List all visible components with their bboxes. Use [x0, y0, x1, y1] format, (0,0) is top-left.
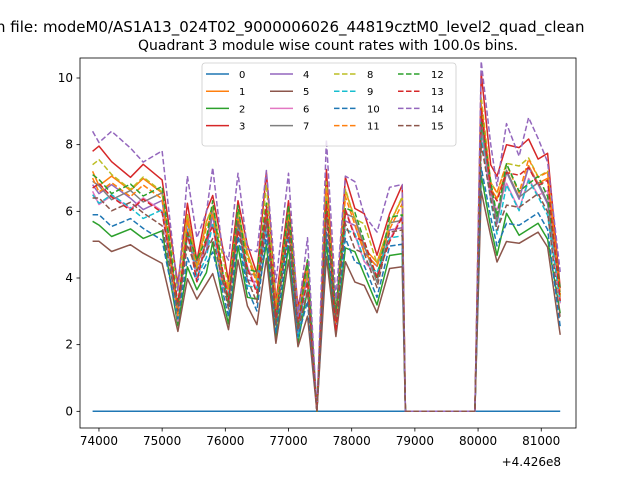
legend-label-14: 14	[431, 104, 444, 115]
legend-label-3: 3	[239, 122, 245, 133]
y-tick-label-0: 0	[65, 404, 73, 418]
legend-label-15: 15	[431, 122, 444, 133]
x-tick-label-80000: 80000	[459, 434, 497, 448]
series-layer	[91, 60, 561, 413]
series-line-10	[92, 166, 561, 413]
legend-box	[201, 62, 457, 147]
series-line-14	[91, 60, 561, 413]
legend-label-11: 11	[367, 122, 380, 133]
legend-label-9: 9	[367, 87, 373, 98]
y-tick-label-2: 2	[65, 338, 73, 352]
legend-label-10: 10	[367, 104, 380, 115]
x-tick-label-77000: 77000	[269, 434, 307, 448]
legend-label-4: 4	[303, 70, 309, 81]
y-tick-label-6: 6	[65, 204, 73, 218]
x-tick-label-74000: 74000	[80, 434, 118, 448]
series-line-15	[92, 143, 561, 413]
legend-label-8: 8	[367, 70, 373, 81]
legend-label-2: 2	[239, 104, 245, 115]
series-line-8	[92, 95, 561, 413]
legend-label-5: 5	[303, 87, 309, 98]
legend-label-13: 13	[431, 87, 444, 98]
series-line-13	[92, 107, 561, 413]
x-tick-label-79000: 79000	[396, 434, 434, 448]
x-offset-label: +4.426e8	[502, 455, 561, 469]
axes-frame	[79, 57, 577, 429]
axes-layer: 74000 75000 76000 77000 78000 79000 80000 81000…	[58, 57, 577, 448]
file-title: n file: modeM0/AS1A13_024T02_9000006026_…	[0, 18, 585, 37]
x-tick-label-78000: 78000	[333, 434, 371, 448]
legend-label-1: 1	[239, 87, 245, 98]
legend-label-7: 7	[303, 122, 309, 133]
y-tick-label-10: 10	[58, 71, 73, 85]
legend-label-0: 0	[239, 70, 245, 81]
chart-title: Quadrant 3 module wise count rates with …	[138, 38, 518, 54]
y-tick-label-4: 4	[65, 271, 73, 285]
series-line-5	[92, 190, 561, 413]
x-tick-label-75000: 75000	[143, 434, 181, 448]
legend-label-6: 6	[303, 104, 309, 115]
x-tick-label-76000: 76000	[206, 434, 244, 448]
legend-label-12: 12	[431, 70, 444, 81]
x-tick-label-81000: 81000	[522, 434, 560, 448]
y-tick-label-8: 8	[65, 138, 73, 152]
